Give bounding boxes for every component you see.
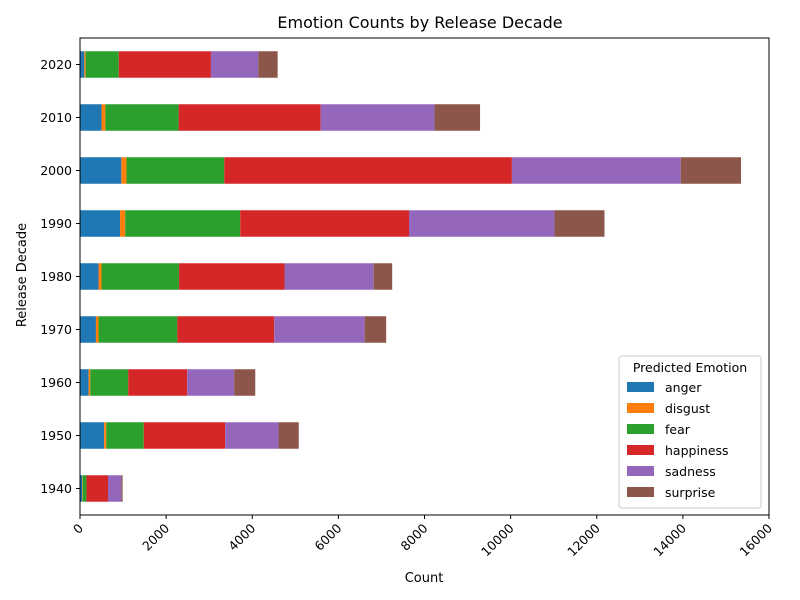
- y-tick-label: 2010: [40, 110, 72, 125]
- chart-title: Emotion Counts by Release Decade: [277, 13, 562, 32]
- bar-anger-2000: [80, 157, 122, 184]
- bar-surprise-2010: [434, 104, 481, 131]
- x-tick-label: 8000: [398, 520, 431, 553]
- bar-sadness-2010: [320, 104, 435, 131]
- bar-disgust-1950: [104, 422, 107, 449]
- y-tick-label: 1990: [40, 216, 72, 231]
- bar-disgust-1990: [120, 210, 126, 237]
- legend: Predicted Emotion anger disgust fear happin…: [618, 355, 762, 509]
- bar-anger-2010: [80, 104, 102, 131]
- bar-happiness-2020: [118, 51, 211, 78]
- bar-fear-1980: [101, 263, 180, 290]
- y-tick-label: 1960: [40, 375, 72, 390]
- y-axis-label: Release Decade: [15, 223, 30, 327]
- legend-label-surprise: surprise: [665, 485, 716, 500]
- bar-happiness-1940: [86, 475, 108, 502]
- x-tick-label: 0: [70, 520, 86, 536]
- x-tick-label: 12000: [564, 520, 603, 559]
- x-tick-label: 16000: [736, 520, 775, 559]
- bar-surprise-1990: [554, 210, 605, 237]
- bar-sadness-2020: [210, 51, 259, 78]
- legend-label-anger: anger: [665, 380, 702, 395]
- bar-sadness-2000: [511, 157, 681, 184]
- bar-happiness-1960: [128, 369, 188, 396]
- y-tick-label: 1940: [40, 481, 72, 496]
- legend-items: anger disgust fear happiness sadness surprise: [627, 380, 729, 500]
- bar-anger-1940: [80, 475, 83, 502]
- legend-swatch-anger: [627, 382, 654, 392]
- y-tick-label: 1950: [40, 428, 72, 443]
- y-axis: 1940 1950 1960 1970 1980 1990 2000 2010 2020: [40, 57, 80, 496]
- bar-fear-1990: [125, 210, 241, 237]
- bar-fear-1960: [90, 369, 129, 396]
- bar-happiness-1990: [240, 210, 409, 237]
- x-tick-label: 10000: [478, 520, 517, 559]
- x-axis: 0 2000 4000 6000 8000 10000 12000 14000 16000: [70, 515, 775, 559]
- bar-surprise-1960: [234, 369, 256, 396]
- bar-surprise-2020: [258, 51, 278, 78]
- legend-label-sadness: sadness: [665, 464, 716, 479]
- bar-fear-2020: [85, 51, 119, 78]
- bar-sadness-1940: [107, 475, 122, 502]
- y-tick-label: 2000: [40, 163, 72, 178]
- bar-surprise-1980: [373, 263, 393, 290]
- bar-anger-1990: [80, 210, 121, 237]
- bar-sadness-1990: [408, 210, 555, 237]
- legend-label-disgust: disgust: [665, 401, 710, 416]
- legend-swatch-happiness: [627, 445, 654, 455]
- bar-sadness-1980: [284, 263, 374, 290]
- bar-disgust-1970: [95, 316, 99, 343]
- bar-anger-2020: [80, 51, 85, 78]
- bar-anger-1950: [80, 422, 105, 449]
- legend-swatch-fear: [627, 424, 654, 434]
- x-tick-label: 4000: [225, 520, 258, 553]
- legend-label-fear: fear: [665, 422, 691, 437]
- bar-fear-1970: [98, 316, 178, 343]
- bar-happiness-2010: [178, 104, 321, 131]
- bar-disgust-2020: [84, 51, 86, 78]
- bar-surprise-2000: [680, 157, 742, 184]
- legend-swatch-surprise: [627, 487, 654, 497]
- bar-surprise-1940: [121, 475, 123, 502]
- x-axis-label: Count: [405, 571, 444, 586]
- bar-fear-1950: [106, 422, 144, 449]
- bar-anger-1980: [80, 263, 99, 290]
- bar-fear-2010: [105, 104, 179, 131]
- bar-fear-2000: [126, 157, 225, 184]
- bar-disgust-1980: [98, 263, 102, 290]
- x-tick-label: 2000: [139, 520, 172, 553]
- bar-happiness-1950: [143, 422, 226, 449]
- bar-fear-1940: [82, 475, 87, 502]
- bar-disgust-2010: [101, 104, 106, 131]
- bar-sadness-1960: [187, 369, 235, 396]
- bar-happiness-2000: [224, 157, 512, 184]
- bar-sadness-1950: [225, 422, 279, 449]
- legend-label-happiness: happiness: [665, 443, 729, 458]
- legend-swatch-disgust: [627, 403, 654, 413]
- bar-disgust-1960: [88, 369, 91, 396]
- x-tick-label: 6000: [311, 520, 344, 553]
- bar-anger-1960: [80, 369, 89, 396]
- bar-surprise-1970: [364, 316, 387, 343]
- legend-box: [618, 355, 762, 509]
- bar-sadness-1970: [274, 316, 365, 343]
- bar-happiness-1970: [177, 316, 275, 343]
- legend-title: Predicted Emotion: [633, 360, 747, 375]
- bars-layer: [80, 51, 742, 502]
- bar-happiness-1980: [179, 263, 285, 290]
- bar-disgust-2000: [121, 157, 127, 184]
- y-tick-label: 1980: [40, 269, 72, 284]
- x-tick-label: 14000: [650, 520, 689, 559]
- legend-swatch-sadness: [627, 466, 654, 476]
- y-tick-label: 1970: [40, 322, 72, 337]
- y-tick-label: 2020: [40, 57, 72, 72]
- bar-anger-1970: [80, 316, 96, 343]
- bar-surprise-1950: [278, 422, 299, 449]
